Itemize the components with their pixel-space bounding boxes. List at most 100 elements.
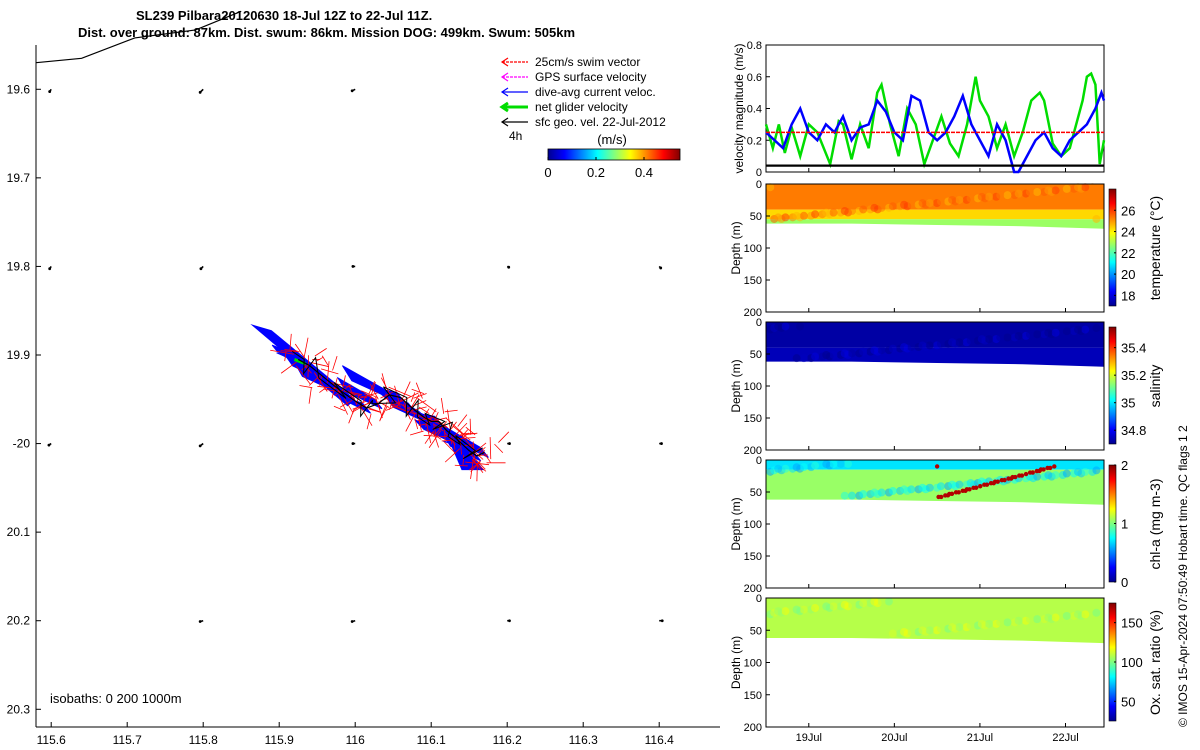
chlorophyll-texture-dot	[907, 485, 916, 494]
swim-vector	[388, 386, 411, 397]
salinity-texture-dot	[925, 341, 934, 350]
chlorophyll-high-dot	[1027, 470, 1033, 475]
legend-arrowhead-gps	[500, 72, 509, 82]
salinity-texture-dot	[977, 335, 986, 344]
chlorophyll-texture-dot	[836, 459, 845, 468]
chlorophyll-texture-dot	[781, 464, 790, 473]
oxygen-y-tick-label: 150	[744, 690, 762, 702]
swim-vector	[303, 337, 309, 359]
swim-vector	[454, 464, 468, 467]
temperature-texture-dot	[948, 195, 957, 204]
temperature-texture-dot	[870, 203, 879, 212]
chlorophyll-colorbar-tick-label: 1	[1121, 517, 1128, 532]
swim-vector	[468, 452, 486, 470]
temperature-colorbar-tick-label: 22	[1121, 246, 1135, 261]
oxygen-texture-dot	[870, 597, 879, 606]
chlorophyll-high-dot	[964, 487, 970, 492]
chlorophyll-texture-dot	[948, 480, 957, 489]
swim-vector	[483, 453, 491, 463]
swim-vector	[425, 421, 432, 444]
chlorophyll-y-tick-label: 150	[744, 551, 762, 563]
temperature-texture-dot	[955, 195, 964, 204]
temperature-texture-dot	[1062, 184, 1071, 193]
isobath-note: isobaths: 0 200 1000m	[50, 691, 182, 706]
swim-vector	[443, 441, 457, 455]
temperature-texture-dot	[877, 203, 886, 212]
temperature-texture-dot	[840, 207, 849, 216]
swim-vector	[369, 384, 379, 400]
oxygen-texture-dot	[822, 602, 831, 611]
map-x-tick-label: 116.4	[645, 733, 674, 747]
sfc-geo-velocity-arrowhead	[47, 443, 51, 447]
temperature-texture-dot	[822, 208, 831, 217]
swim-vector	[396, 398, 403, 407]
chlorophyll-texture-dot	[877, 488, 886, 497]
swim-vector	[339, 399, 353, 408]
chlorophyll-high-dot	[971, 485, 976, 490]
sfc-geo-velocity-arrowhead	[508, 442, 511, 445]
salinity-texture-dot	[1014, 331, 1023, 340]
coastline	[35, 10, 242, 64]
swim-vector	[415, 382, 423, 399]
salinity-texture-dot	[985, 335, 994, 344]
swim-vector	[452, 425, 471, 441]
swim-vector	[349, 391, 362, 396]
salinity-texture-dot	[1044, 328, 1053, 337]
temperature-texture-dot	[1044, 186, 1053, 195]
legend-label-net: net glider velocity	[535, 100, 628, 114]
salinity-texture-dot	[781, 322, 790, 331]
swim-vector	[368, 381, 376, 396]
swim-vector	[433, 411, 439, 422]
chlorophyll-texture-dot	[840, 491, 849, 500]
chlorophyll-texture-dot	[870, 488, 879, 497]
glider-track-zigzag	[291, 351, 484, 460]
chlorophyll-high-dot	[953, 490, 959, 495]
chlorophyll-texture-dot	[792, 463, 801, 472]
temperature-texture-dot	[1081, 183, 1090, 192]
swim-vector	[394, 400, 411, 410]
map-x-tick-label: 115.6	[37, 733, 66, 747]
chlorophyll-texture-dot	[811, 461, 820, 470]
time-axis-tick-label: 22Jul	[1052, 732, 1078, 744]
time-axis-tick-label: 20Jul	[881, 732, 907, 744]
sfc-geo-velocity-arrowhead	[508, 619, 511, 623]
temperature-texture-dot	[1073, 183, 1082, 192]
chlorophyll-texture-dot	[844, 459, 853, 468]
chlorophyll-texture-dot	[936, 482, 945, 491]
swim-vector	[460, 433, 477, 452]
temperature-texture-dot	[799, 211, 808, 220]
swim-vector	[363, 405, 381, 413]
swim-vector	[441, 439, 455, 442]
swim-vector	[359, 405, 373, 426]
temperature-colorbar-tick-label: 20	[1121, 267, 1135, 282]
salinity-colorbar-tick-label: 35.2	[1121, 368, 1146, 383]
temperature-texture-dot	[888, 202, 897, 211]
swim-vector	[375, 396, 383, 419]
swim-vector	[315, 356, 324, 362]
temperature-y-tick-label: 200	[744, 307, 762, 319]
map-x-tick-label: 116.1	[417, 733, 446, 747]
oxygen-texture-dot	[955, 623, 964, 632]
swim-vector	[284, 349, 298, 352]
swim-vector	[457, 432, 469, 443]
sfc-geo-velocity-arrowhead	[198, 90, 202, 94]
swim-vector	[469, 418, 472, 435]
swim-vector	[331, 377, 338, 399]
chlorophyll-high-dot	[1017, 473, 1022, 478]
chlorophyll-high-dot	[1052, 464, 1057, 469]
map-y-tick-label: 19.7	[7, 171, 31, 185]
swim-vector	[411, 388, 425, 394]
swim-vector	[295, 365, 311, 385]
chlorophyll-high-dot	[982, 482, 987, 487]
oxygen-texture-dot	[774, 607, 783, 616]
oxygen-texture-dot	[792, 605, 801, 614]
oxygen-colorbar-tick-label: 100	[1121, 655, 1143, 670]
salinity-texture-dot	[1003, 333, 1012, 342]
salinity-texture-dot	[1073, 325, 1082, 334]
chlorophyll-high-dot	[1038, 467, 1044, 472]
time-axis-tick-label: 21Jul	[967, 732, 993, 744]
oxygen-texture-dot	[948, 623, 957, 632]
chlorophyll-texture-dot	[1044, 471, 1053, 480]
